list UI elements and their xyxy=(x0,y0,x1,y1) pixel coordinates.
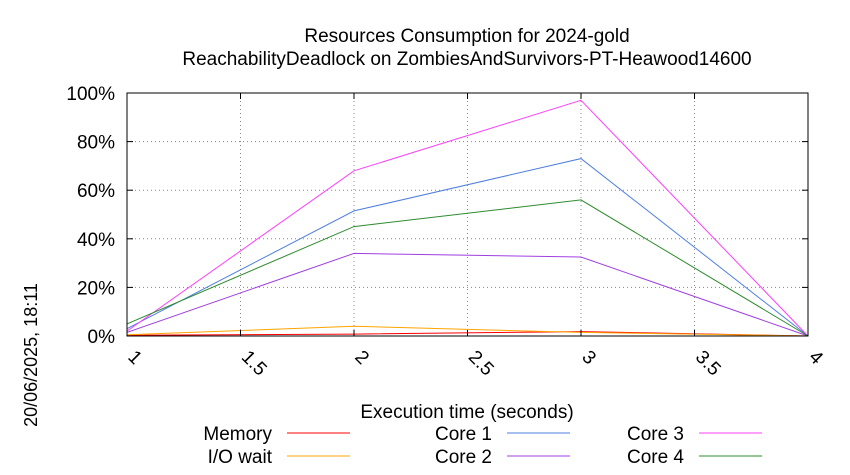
series-line-core-1 xyxy=(126,158,809,337)
chart-subtitle: ReachabilityDeadlock on ZombiesAndSurviv… xyxy=(182,49,751,70)
x-tick-label: 3.5 xyxy=(691,347,725,381)
x-tick-label: 1 xyxy=(123,347,145,369)
timestamp-label: 20/06/2025, 18:11 xyxy=(21,283,41,427)
x-axis-label: Execution time (seconds) xyxy=(360,402,573,423)
series-line-core-3 xyxy=(126,99,809,337)
x-tick-label: 2 xyxy=(350,347,372,369)
chart-title: Resources Consumption for 2024-gold xyxy=(304,26,629,47)
x-tick-label: 2.5 xyxy=(464,347,498,381)
y-tick-label: 100% xyxy=(66,84,115,105)
series-line-core-4 xyxy=(126,199,809,337)
y-tick-label: 80% xyxy=(77,133,115,154)
y-tick-label: 0% xyxy=(88,327,116,348)
legend-label-core-3: Core 3 xyxy=(627,424,684,445)
x-tick-label: 3 xyxy=(577,347,599,369)
y-tick-label: 20% xyxy=(77,278,115,299)
grid xyxy=(127,93,808,336)
legend-label-core-4: Core 4 xyxy=(627,447,684,468)
plot-lines xyxy=(126,99,809,337)
y-axis-ticks: 0% 20% 40% 60% 80% 100% xyxy=(66,84,808,348)
series-line-core-2 xyxy=(126,252,809,337)
legend-label-core-1: Core 1 xyxy=(435,424,492,445)
y-tick-label: 40% xyxy=(77,230,115,251)
x-axis-ticks: 1 1.5 2 2.5 3 3.5 4 xyxy=(123,93,827,380)
legend-label-i-o-wait: I/O wait xyxy=(208,447,273,468)
y-tick-label: 60% xyxy=(77,181,115,202)
x-tick-label: 1.5 xyxy=(237,347,271,381)
legend-label-memory: Memory xyxy=(203,424,272,445)
legend-label-core-2: Core 2 xyxy=(435,447,492,468)
x-tick-label: 4 xyxy=(804,347,827,370)
